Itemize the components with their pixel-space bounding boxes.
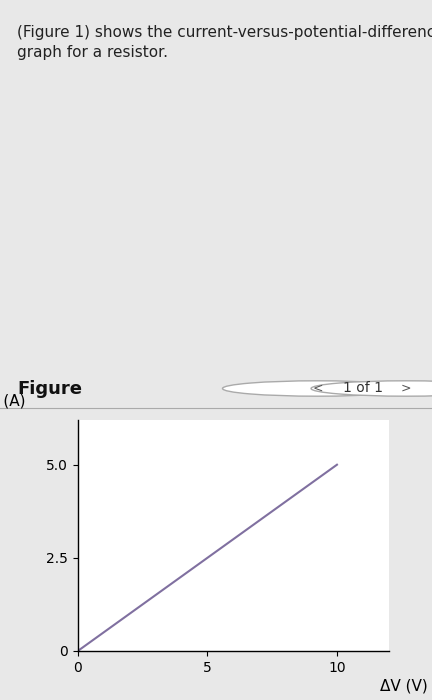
- Circle shape: [311, 381, 432, 396]
- Text: >: >: [401, 382, 411, 395]
- X-axis label: ΔV (V): ΔV (V): [381, 679, 428, 694]
- Text: (Figure 1) shows the current-versus-potential-difference
graph for a resistor.: (Figure 1) shows the current-versus-pote…: [17, 25, 432, 60]
- Circle shape: [222, 381, 413, 396]
- Text: 1 of 1: 1 of 1: [343, 382, 383, 395]
- Text: Figure: Figure: [17, 379, 82, 398]
- Y-axis label: I (A): I (A): [0, 393, 25, 408]
- Text: <: <: [312, 382, 323, 395]
